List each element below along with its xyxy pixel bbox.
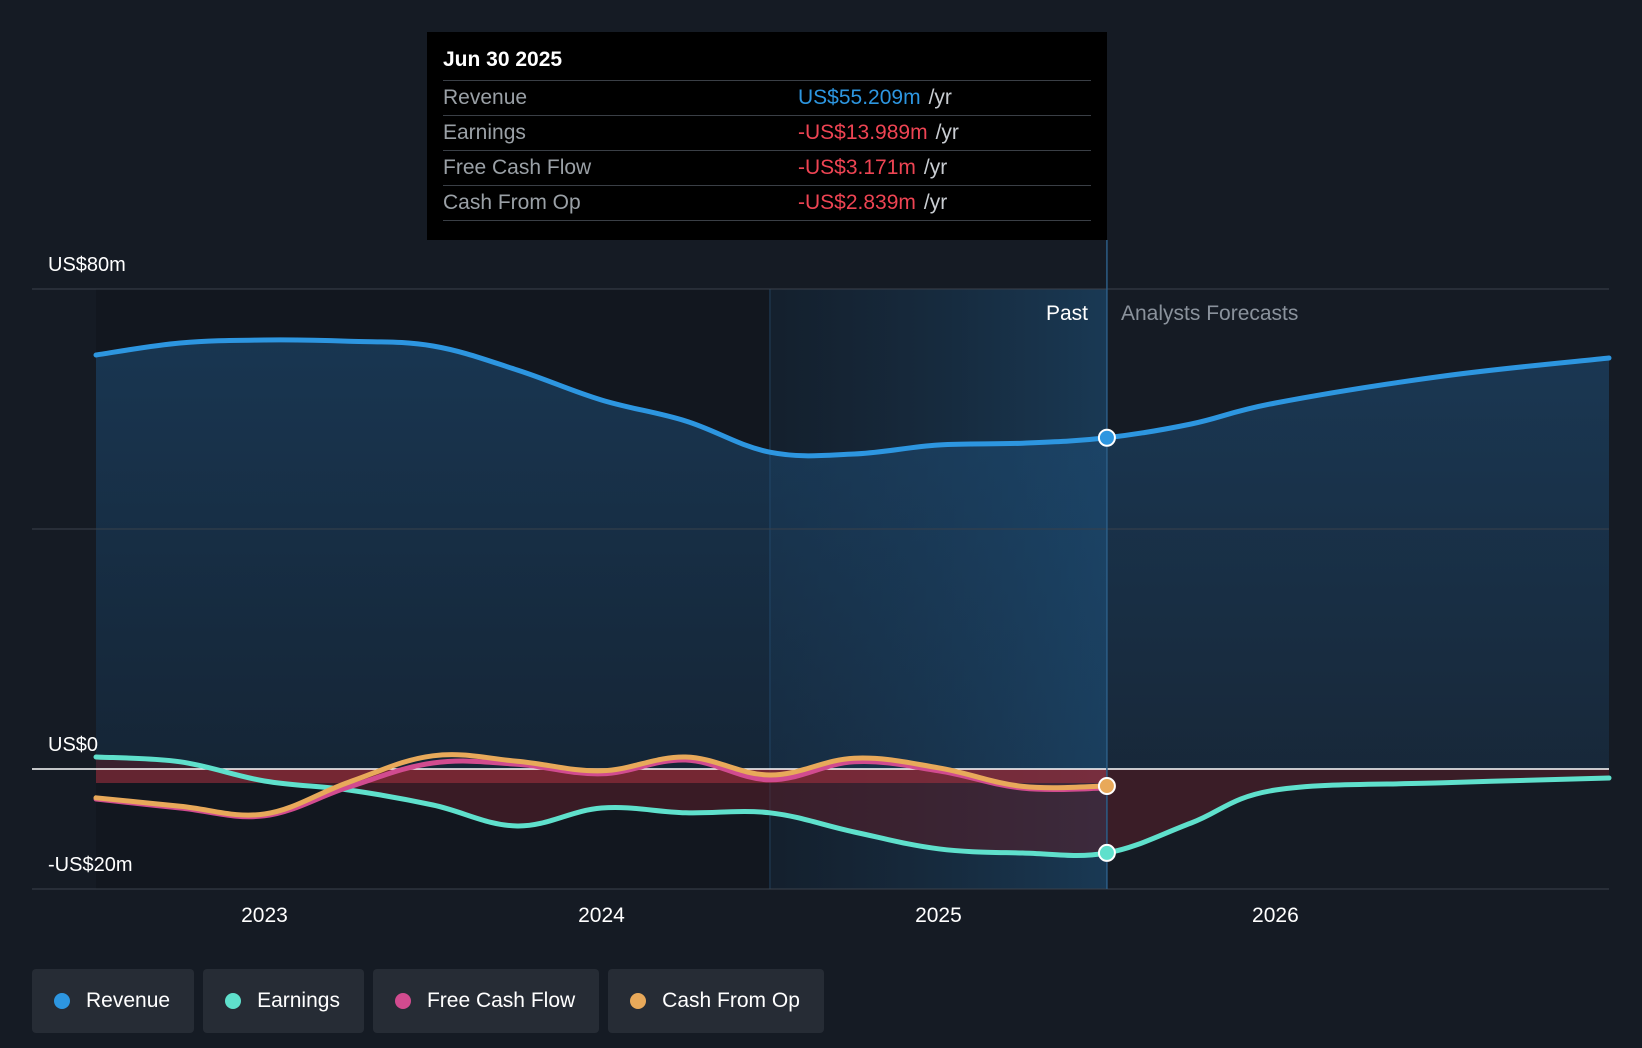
tooltip-row-free-cash-flow: Free Cash Flow -US$3.171m /yr (443, 150, 1091, 185)
earnings-dot-icon (225, 993, 242, 1009)
revenue-dot-icon (54, 993, 70, 1009)
tooltip-row-cash-from-op: Cash From Op -US$2.839m /yr (443, 185, 1091, 221)
free-cash-flow-dot-icon (394, 993, 411, 1009)
tooltip-row-value: US$55.209m (798, 86, 921, 109)
tooltip-row-label: Revenue (443, 86, 528, 109)
tooltip-row-value: -US$3.171m (798, 156, 916, 179)
tooltip-row-unit: /yr (923, 156, 948, 179)
y-label-zero: US$0 (48, 734, 98, 756)
legend-item-cash-from-op[interactable]: Cash From Op (608, 969, 824, 1033)
tooltip-row-unit: /yr (923, 191, 948, 214)
tooltip-row-value: -US$2.839m (798, 191, 916, 214)
cash-from-op-point (1097, 777, 1116, 796)
tooltip-row-label: Free Cash Flow (443, 156, 592, 179)
tooltip-row-unit: /yr (935, 121, 959, 144)
tooltip-date: Jun 30 2025 (443, 48, 563, 71)
legend-item-free-cash-flow[interactable]: Free Cash Flow (372, 969, 600, 1033)
x-tick-label-2024: 2024 (578, 904, 625, 927)
past-label: Past (1046, 302, 1088, 325)
tooltip: Jun 30 2025 Revenue US$55.209m /yr Earni… (427, 32, 1107, 240)
legend: Revenue Earnings Free Cash Flow Cash Fro… (32, 969, 824, 1033)
y-label-bottom: -US$20m (48, 854, 132, 876)
legend-label: Earnings (257, 989, 340, 1012)
x-tick-label-2025: 2025 (915, 904, 962, 927)
revenue-point (1097, 428, 1116, 447)
forecast-label: Analysts Forecasts (1121, 302, 1298, 325)
tooltip-row-value: -US$13.989m (798, 121, 928, 144)
revenue-area (96, 339, 1609, 769)
tooltip-row-unit: /yr (928, 86, 952, 109)
cash-from-op-line (93, 752, 1110, 818)
cash-from-op-dot-icon (630, 993, 647, 1009)
earnings-point (1097, 843, 1116, 862)
legend-label: Cash From Op (662, 989, 800, 1012)
legend-item-earnings[interactable]: Earnings (203, 969, 364, 1033)
y-label-top: US$80m (48, 254, 126, 276)
legend-item-revenue[interactable]: Revenue (32, 969, 195, 1033)
tooltip-row-earnings: Earnings -US$13.989m /yr (443, 115, 1091, 150)
x-tick-label-2026: 2026 (1252, 904, 1299, 927)
legend-label: Revenue (86, 989, 171, 1012)
revenue-line (93, 337, 1612, 459)
tooltip-row-label: Cash From Op (443, 191, 581, 214)
legend-label: Free Cash Flow (426, 989, 576, 1012)
x-tick-label-2023: 2023 (241, 904, 288, 927)
tooltip-row-label: Earnings (443, 121, 526, 144)
tooltip-row-revenue: Revenue US$55.209m /yr (443, 80, 1091, 115)
financial-chart: US$80m US$0 -US$20m Past Analysts Foreca… (32, 240, 1612, 927)
